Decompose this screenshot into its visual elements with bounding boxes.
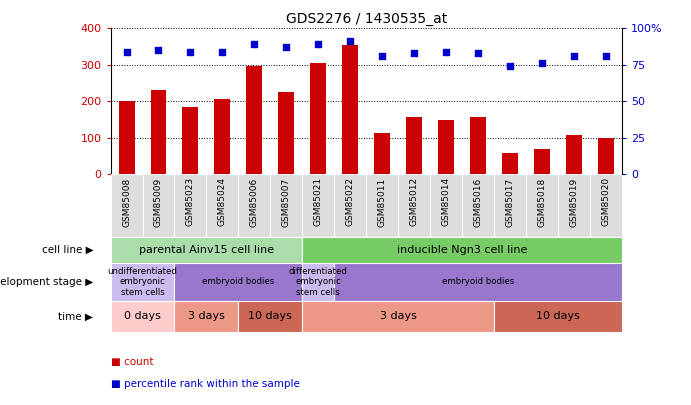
Bar (182, 107, 198, 174)
Bar (238, 301, 302, 332)
Text: development stage ▶: development stage ▶ (0, 277, 93, 287)
Bar (207, 174, 238, 237)
Bar (111, 237, 302, 263)
Bar (142, 174, 174, 237)
Bar (119, 101, 135, 174)
Bar (334, 263, 622, 301)
Text: 10 days: 10 days (249, 311, 292, 322)
Text: GSM85020: GSM85020 (601, 177, 610, 226)
Bar (526, 174, 558, 237)
Point (441, 49, 452, 55)
Bar (238, 174, 270, 237)
Bar (310, 63, 326, 174)
Point (121, 49, 132, 55)
Text: parental Ainv15 cell line: parental Ainv15 cell line (139, 245, 274, 255)
Bar (502, 153, 518, 174)
Bar (174, 301, 238, 332)
Text: 10 days: 10 days (536, 311, 580, 322)
Text: time ▶: time ▶ (59, 311, 93, 322)
Point (569, 53, 580, 59)
Bar (558, 174, 590, 237)
Text: ■ count: ■ count (111, 356, 153, 367)
Bar (462, 174, 494, 237)
Point (600, 53, 612, 59)
Bar (247, 66, 263, 174)
Bar (214, 99, 230, 174)
Bar (598, 138, 614, 174)
Text: embryoid bodies: embryoid bodies (442, 277, 514, 286)
Text: GSM85008: GSM85008 (122, 177, 131, 226)
Point (408, 50, 419, 56)
Point (185, 49, 196, 55)
Point (217, 49, 228, 55)
Bar (174, 174, 207, 237)
Bar (342, 45, 358, 174)
Point (281, 44, 292, 51)
Title: GDS2276 / 1430535_at: GDS2276 / 1430535_at (285, 12, 447, 26)
Text: differentiated
embryonic
stem cells: differentiated embryonic stem cells (289, 267, 348, 297)
Bar (302, 301, 494, 332)
Bar (302, 174, 334, 237)
Bar (438, 120, 454, 174)
Text: GSM85019: GSM85019 (569, 177, 578, 226)
Bar (398, 174, 430, 237)
Text: 0 days: 0 days (124, 311, 161, 322)
Bar (334, 174, 366, 237)
Point (153, 47, 164, 53)
Text: inducible Ngn3 cell line: inducible Ngn3 cell line (397, 245, 527, 255)
Bar (430, 174, 462, 237)
Bar (302, 263, 334, 301)
Bar (494, 174, 526, 237)
Text: GSM85016: GSM85016 (473, 177, 482, 226)
Point (536, 60, 547, 66)
Text: embryoid bodies: embryoid bodies (202, 277, 274, 286)
Text: ■ percentile rank within the sample: ■ percentile rank within the sample (111, 379, 299, 389)
Bar (470, 117, 486, 174)
Text: GSM85017: GSM85017 (506, 177, 515, 226)
Bar (590, 174, 622, 237)
Point (377, 53, 388, 59)
Bar (278, 92, 294, 174)
Text: GSM85021: GSM85021 (314, 177, 323, 226)
Point (313, 41, 324, 48)
Bar (151, 90, 167, 174)
Bar (534, 149, 550, 174)
Text: GSM85018: GSM85018 (538, 177, 547, 226)
Text: undifferentiated
embryonic
stem cells: undifferentiated embryonic stem cells (108, 267, 178, 297)
Bar (111, 174, 142, 237)
Bar (111, 301, 174, 332)
Text: cell line ▶: cell line ▶ (41, 245, 93, 255)
Text: GSM85022: GSM85022 (346, 177, 354, 226)
Bar (406, 117, 422, 174)
Text: GSM85012: GSM85012 (410, 177, 419, 226)
Text: GSM85014: GSM85014 (442, 177, 451, 226)
Bar (174, 263, 302, 301)
Point (249, 41, 260, 48)
Text: GSM85007: GSM85007 (282, 177, 291, 226)
Bar (111, 263, 174, 301)
Bar (494, 301, 622, 332)
Bar (366, 174, 398, 237)
Text: GSM85024: GSM85024 (218, 177, 227, 226)
Text: GSM85006: GSM85006 (250, 177, 259, 226)
Text: GSM85011: GSM85011 (378, 177, 387, 226)
Point (504, 63, 515, 70)
Text: GSM85009: GSM85009 (154, 177, 163, 226)
Text: 3 days: 3 days (380, 311, 417, 322)
Text: 3 days: 3 days (188, 311, 225, 322)
Text: GSM85023: GSM85023 (186, 177, 195, 226)
Bar (302, 237, 622, 263)
Bar (566, 135, 582, 174)
Bar (375, 133, 390, 174)
Bar (270, 174, 302, 237)
Point (473, 50, 484, 56)
Point (345, 38, 356, 45)
